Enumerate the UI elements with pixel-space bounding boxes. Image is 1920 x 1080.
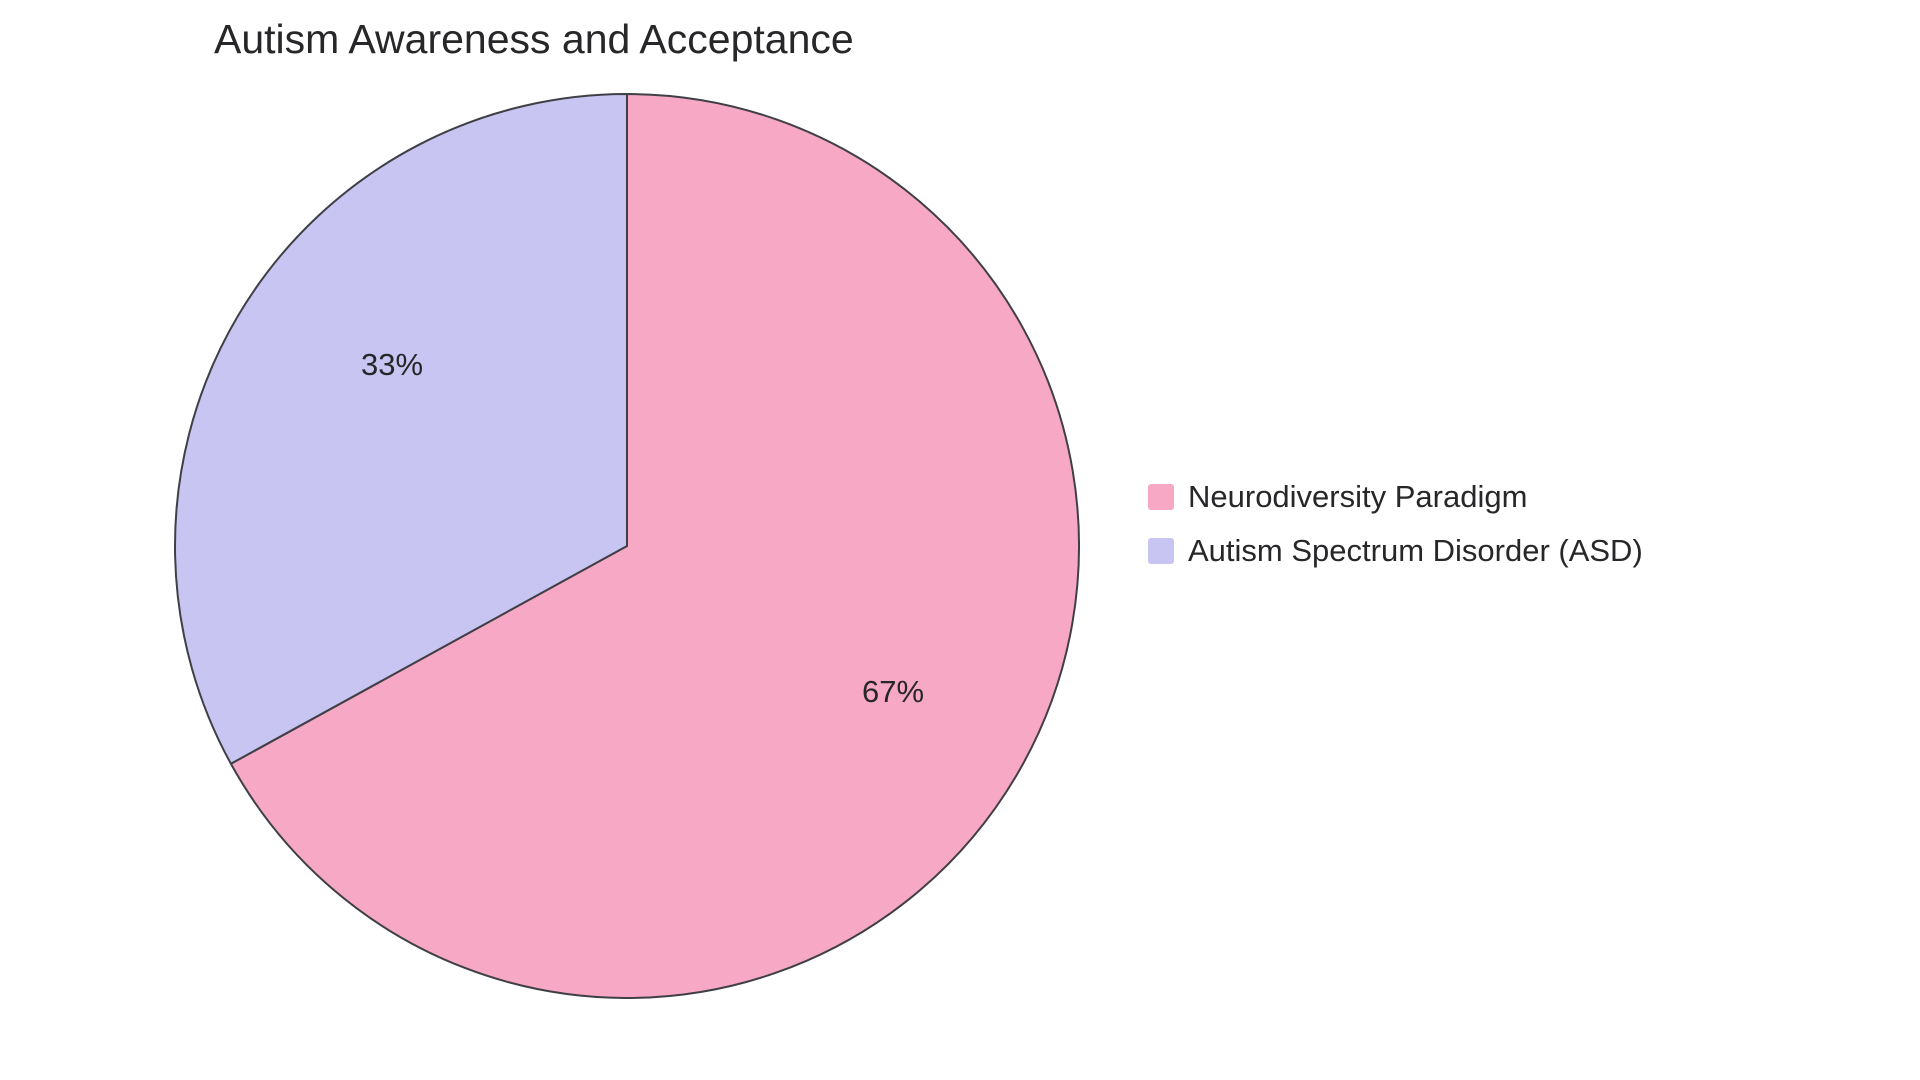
chart-container: Autism Awareness and Acceptance 67% 33% N… (0, 0, 1920, 1080)
pie-chart (171, 90, 1083, 1007)
pie-svg (171, 90, 1083, 1002)
legend-item: Neurodiversity Paradigm (1148, 479, 1643, 515)
chart-title: Autism Awareness and Acceptance (214, 16, 854, 63)
legend-swatch (1148, 538, 1174, 564)
slice-percent-label: 67% (862, 674, 924, 710)
legend-label: Autism Spectrum Disorder (ASD) (1188, 533, 1643, 569)
legend-swatch (1148, 484, 1174, 510)
legend-label: Neurodiversity Paradigm (1188, 479, 1527, 515)
legend: Neurodiversity Paradigm Autism Spectrum D… (1148, 479, 1643, 569)
legend-item: Autism Spectrum Disorder (ASD) (1148, 533, 1643, 569)
slice-percent-label: 33% (361, 347, 423, 383)
